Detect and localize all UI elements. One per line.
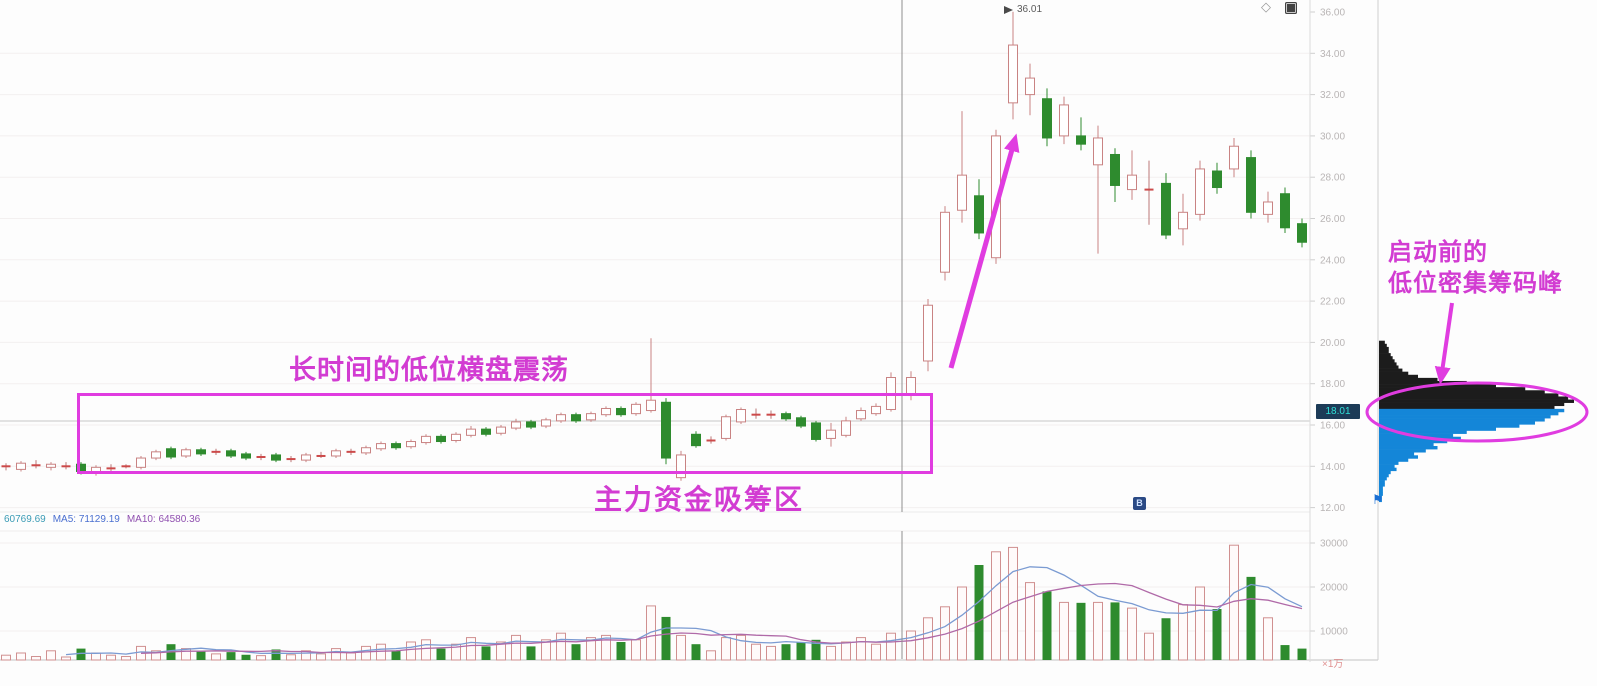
volume-unit-label: ×1万	[1322, 659, 1344, 670]
chip-peak-label-line1: 启动前的	[1388, 239, 1488, 266]
svg-text:36.00: 36.00	[1320, 8, 1345, 19]
accumulation-label: 主力资金吸筹区	[594, 484, 805, 515]
svg-text:18.00: 18.00	[1320, 379, 1345, 390]
flag-icon	[1004, 5, 1013, 14]
ma10-label-value: MA10: 64580.36	[126, 514, 201, 525]
high-price-value: 36.01	[1017, 4, 1043, 15]
current-price-tag: 18.01	[1316, 404, 1360, 419]
svg-text:20000: 20000	[1320, 583, 1348, 594]
svg-text:22.00: 22.00	[1320, 297, 1345, 308]
svg-text:30000: 30000	[1320, 539, 1348, 550]
svg-text:10000: 10000	[1320, 627, 1348, 638]
high-price-flag: 36.01	[1004, 4, 1042, 15]
consolidation-label: 长时间的低位横盘震荡	[289, 355, 569, 385]
diamond-icon[interactable]: ◇	[1261, 0, 1271, 14]
svg-text:14.00: 14.00	[1320, 462, 1345, 473]
svg-text:32.00: 32.00	[1320, 90, 1345, 101]
svg-text:24.00: 24.00	[1320, 255, 1345, 266]
svg-text:20.00: 20.00	[1320, 338, 1345, 349]
consolidation-box	[77, 393, 933, 474]
svg-text:16.00: 16.00	[1320, 421, 1345, 432]
ma5-label-value: MA5: 71129.19	[52, 514, 120, 525]
svg-text:26.00: 26.00	[1320, 214, 1345, 225]
svg-text:34.00: 34.00	[1320, 49, 1345, 60]
svg-text:12.00: 12.00	[1320, 503, 1345, 514]
chip-peak-label: 启动前的低位密集筹码峰	[1388, 237, 1563, 299]
panel-icon[interactable]	[1285, 2, 1297, 14]
volume-value: 60769.69	[4, 514, 46, 525]
blue-flag-icon[interactable]: ⚑	[1372, 492, 1384, 507]
svg-text:28.00: 28.00	[1320, 173, 1345, 184]
svg-text:30.00: 30.00	[1320, 131, 1345, 142]
indicator-line: 60769.69 MA5: 71129.19 MA10: 64580.36	[4, 514, 200, 525]
chip-peak-label-line2: 低位密集筹码峰	[1388, 270, 1563, 297]
b-marker-badge[interactable]: B	[1133, 497, 1146, 510]
